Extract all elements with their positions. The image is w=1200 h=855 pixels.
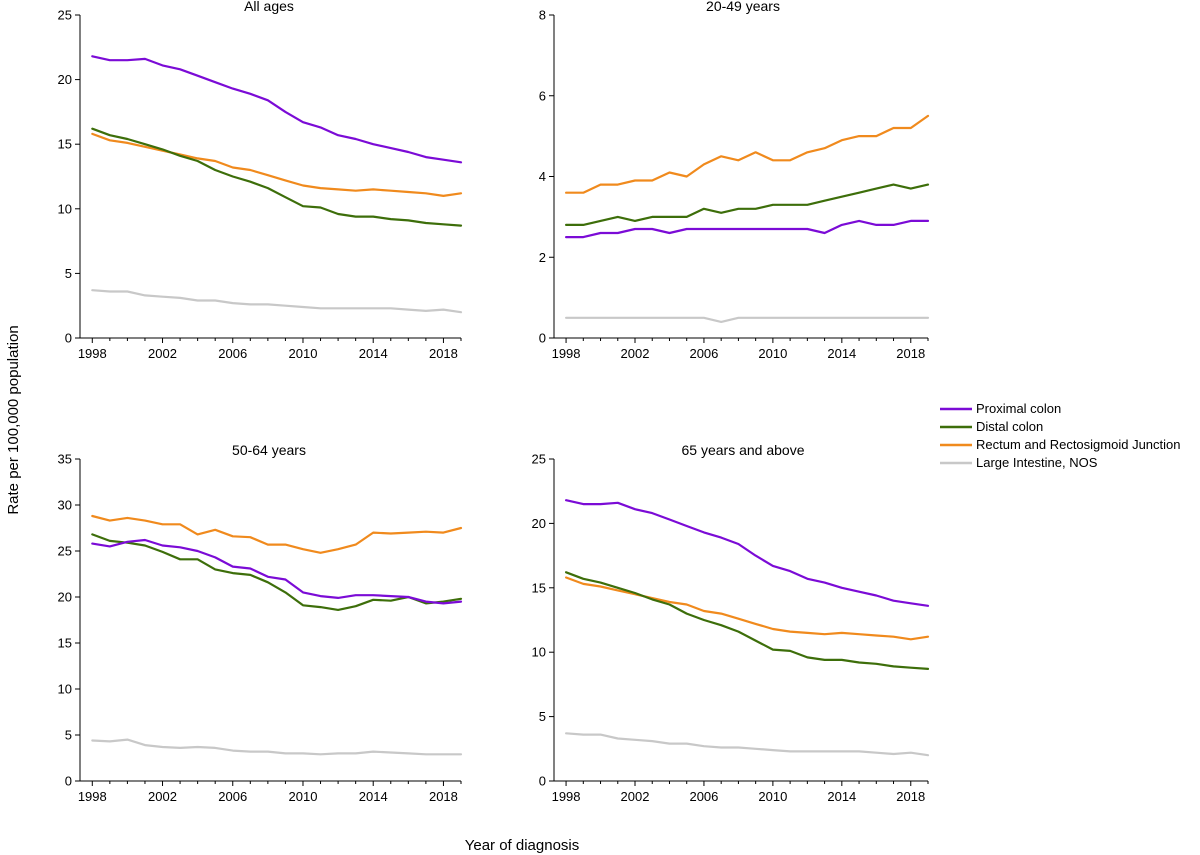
- x-tick-label: 1998: [78, 346, 107, 361]
- y-tick-label: 6: [539, 88, 546, 103]
- y-tick-label: 8: [539, 8, 546, 23]
- series-line-large-intestine-nos: [91, 289, 463, 314]
- y-tick-label: 10: [532, 645, 546, 660]
- x-tick-label: 2018: [896, 346, 925, 361]
- legend-label: Proximal colon: [976, 401, 1061, 416]
- panel-all-ages: All ages 0 5 10 15 20 25 1998 2002 2006 2010 2014 2…: [58, 0, 463, 361]
- legend-item-proximal-colon: Proximal colon: [940, 401, 1061, 416]
- legend-label: Rectum and Rectosigmoid Junction: [976, 437, 1181, 452]
- x-tick-label: 2002: [621, 346, 650, 361]
- legend-item-large-intestine-nos: Large Intestine, NOS: [940, 455, 1098, 470]
- series-line-proximal-colon: [91, 538, 463, 605]
- series-line-large-intestine-nos: [91, 738, 463, 756]
- x-tick-label: 2006: [689, 789, 718, 804]
- x-tick-label: 1998: [552, 346, 581, 361]
- legend-label: Large Intestine, NOS: [976, 455, 1098, 470]
- x-tick-label: 2014: [359, 789, 388, 804]
- x-tick-label: 2010: [758, 346, 787, 361]
- series-line-distal-colon: [564, 571, 930, 671]
- y-tick-label: 15: [532, 580, 546, 595]
- x-tick-label: 2018: [896, 789, 925, 804]
- y-tick-label: 25: [58, 544, 72, 559]
- series-line-distal-colon: [91, 127, 463, 227]
- panel-50-64-years: 50-64 years 0 5 10 15 20 25 30 35 1998 2002 2006 20…: [58, 442, 463, 804]
- series-line-large-intestine-nos: [564, 316, 930, 323]
- y-tick-label: 4: [539, 169, 546, 184]
- y-axis-title: Rate per 100,000 population: [5, 325, 22, 514]
- y-tick-label: 0: [539, 331, 546, 346]
- y-tick-label: 25: [532, 452, 546, 467]
- x-tick-label: 2002: [148, 789, 177, 804]
- y-tick-label: 5: [65, 728, 72, 743]
- y-tick-label: 5: [539, 709, 546, 724]
- y-tick-label: 5: [65, 266, 72, 281]
- y-tick-label: 20: [532, 516, 546, 531]
- y-tick-label: 0: [539, 774, 546, 789]
- panel-title: 20-49 years: [706, 0, 780, 14]
- x-tick-label: 2002: [621, 789, 650, 804]
- x-tick-label: 1998: [552, 789, 581, 804]
- y-tick-label: 20: [58, 590, 72, 605]
- y-tick-label: 2: [539, 250, 546, 265]
- series-line-proximal-colon: [564, 499, 930, 607]
- x-tick-label: 2010: [758, 789, 787, 804]
- y-tick-label: 10: [58, 201, 72, 216]
- series-line-large-intestine-nos: [564, 732, 930, 757]
- x-tick-label: 2010: [289, 789, 318, 804]
- panel-20-49-years: 20-49 years 0 2 4 6 8 1998 2002 2006 2010 2014 201…: [539, 0, 930, 361]
- x-tick-label: 2010: [289, 346, 318, 361]
- y-tick-label: 10: [58, 682, 72, 697]
- series-line-rectum-and-rectosigmoid-junction: [91, 514, 463, 554]
- panel-65-years-and-above: 65 years and above 0 5 10 15 20 25 1998 2002 200…: [532, 442, 930, 804]
- panel-title: 50-64 years: [232, 442, 306, 458]
- legend-item-distal-colon: Distal colon: [940, 419, 1043, 434]
- y-tick-label: 25: [58, 8, 72, 23]
- y-tick-label: 15: [58, 137, 72, 152]
- legend: Proximal colon Distal colon Rectum and R…: [940, 401, 1181, 470]
- x-tick-label: 2002: [148, 346, 177, 361]
- panel-title: All ages: [244, 0, 294, 14]
- y-tick-label: 0: [65, 331, 72, 346]
- x-tick-label: 2014: [827, 346, 856, 361]
- x-tick-label: 2006: [218, 789, 247, 804]
- x-tick-label: 1998: [78, 789, 107, 804]
- x-tick-label: 2018: [429, 789, 458, 804]
- series-line-proximal-colon: [564, 219, 930, 239]
- series-line-rectum-and-rectosigmoid-junction: [564, 114, 930, 194]
- series-line-distal-colon: [564, 183, 930, 226]
- x-tick-label: 2006: [689, 346, 718, 361]
- y-tick-label: 35: [58, 452, 72, 467]
- series-line-proximal-colon: [91, 55, 463, 164]
- series-line-rectum-and-rectosigmoid-junction: [91, 132, 463, 197]
- x-tick-label: 2018: [429, 346, 458, 361]
- y-tick-label: 30: [58, 498, 72, 513]
- y-tick-label: 0: [65, 774, 72, 789]
- legend-label: Distal colon: [976, 419, 1043, 434]
- x-tick-label: 2014: [827, 789, 856, 804]
- y-tick-label: 20: [58, 72, 72, 87]
- series-line-rectum-and-rectosigmoid-junction: [564, 576, 930, 641]
- panel-title: 65 years and above: [682, 442, 805, 458]
- y-tick-label: 15: [58, 636, 72, 651]
- x-axis-title: Year of diagnosis: [465, 837, 580, 854]
- x-tick-label: 2006: [218, 346, 247, 361]
- x-tick-label: 2014: [359, 346, 388, 361]
- series-line-distal-colon: [91, 533, 463, 612]
- legend-item-rectum-and-rectosigmoid-junction: Rectum and Rectosigmoid Junction: [940, 437, 1181, 452]
